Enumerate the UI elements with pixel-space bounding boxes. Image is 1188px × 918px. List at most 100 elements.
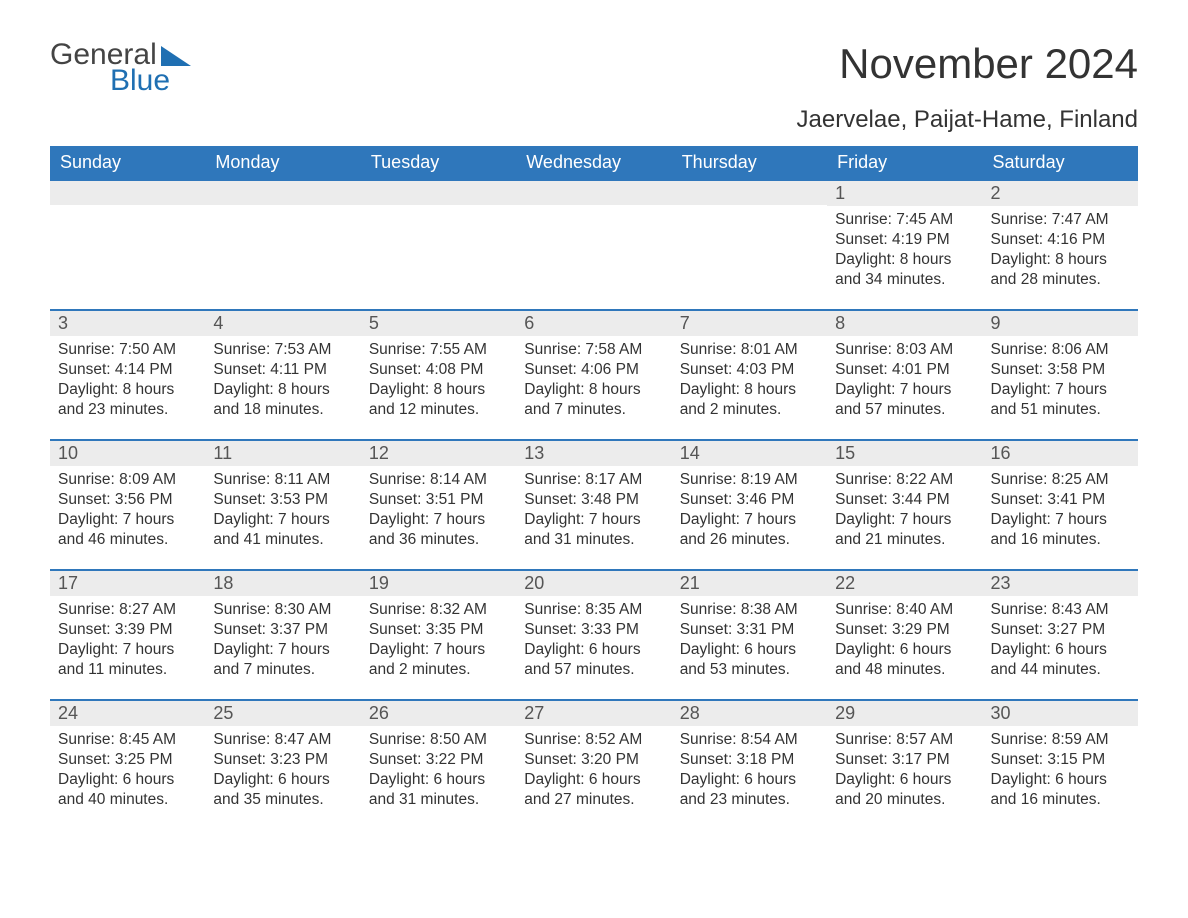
day-number: 14 (672, 441, 827, 466)
day-sr: Sunrise: 8:38 AM (680, 600, 819, 620)
day-number: 4 (205, 311, 360, 336)
day-details: Sunrise: 8:40 AMSunset: 3:29 PMDaylight:… (827, 596, 982, 689)
day-sr: Sunrise: 8:19 AM (680, 470, 819, 490)
day-number (205, 181, 360, 205)
day-cell: 24Sunrise: 8:45 AMSunset: 3:25 PMDayligh… (50, 701, 205, 829)
day-cell: 8Sunrise: 8:03 AMSunset: 4:01 PMDaylight… (827, 311, 982, 439)
day-d1: Daylight: 7 hours (58, 640, 197, 660)
day-cell: 9Sunrise: 8:06 AMSunset: 3:58 PMDaylight… (983, 311, 1138, 439)
day-d2: and 31 minutes. (524, 530, 663, 550)
day-d1: Daylight: 7 hours (991, 510, 1130, 530)
day-ss: Sunset: 3:31 PM (680, 620, 819, 640)
day-ss: Sunset: 3:39 PM (58, 620, 197, 640)
month-title: November 2024 (797, 40, 1139, 88)
day-cell: 17Sunrise: 8:27 AMSunset: 3:39 PMDayligh… (50, 571, 205, 699)
day-d1: Daylight: 7 hours (835, 510, 974, 530)
day-details: Sunrise: 7:47 AMSunset: 4:16 PMDaylight:… (983, 206, 1138, 299)
day-d2: and 21 minutes. (835, 530, 974, 550)
day-number: 2 (983, 181, 1138, 206)
day-sr: Sunrise: 8:50 AM (369, 730, 508, 750)
week-row: 3Sunrise: 7:50 AMSunset: 4:14 PMDaylight… (50, 309, 1138, 439)
day-number: 13 (516, 441, 671, 466)
day-number: 3 (50, 311, 205, 336)
day-sr: Sunrise: 8:06 AM (991, 340, 1130, 360)
day-d1: Daylight: 7 hours (680, 510, 819, 530)
day-sr: Sunrise: 7:55 AM (369, 340, 508, 360)
day-d2: and 7 minutes. (213, 660, 352, 680)
day-details: Sunrise: 8:11 AMSunset: 3:53 PMDaylight:… (205, 466, 360, 559)
day-ss: Sunset: 3:33 PM (524, 620, 663, 640)
day-number: 26 (361, 701, 516, 726)
day-ss: Sunset: 3:29 PM (835, 620, 974, 640)
day-d2: and 26 minutes. (680, 530, 819, 550)
day-d2: and 27 minutes. (524, 790, 663, 810)
day-cell (205, 181, 360, 309)
day-number: 5 (361, 311, 516, 336)
day-d1: Daylight: 6 hours (680, 640, 819, 660)
day-cell: 1Sunrise: 7:45 AMSunset: 4:19 PMDaylight… (827, 181, 982, 309)
day-details: Sunrise: 8:03 AMSunset: 4:01 PMDaylight:… (827, 336, 982, 429)
day-sr: Sunrise: 8:54 AM (680, 730, 819, 750)
day-ss: Sunset: 4:08 PM (369, 360, 508, 380)
day-cell: 21 Sunrise: 8:38 AMSunset: 3:31 PMDayligh… (672, 571, 827, 699)
day-cell: 25Sunrise: 8:47 AMSunset: 3:23 PMDayligh… (205, 701, 360, 829)
day-cell (516, 181, 671, 309)
day-d2: and 51 minutes. (991, 400, 1130, 420)
week-row: 17Sunrise: 8:27 AMSunset: 3:39 PMDayligh… (50, 569, 1138, 699)
day-number: 15 (827, 441, 982, 466)
day-cell: 11Sunrise: 8:11 AMSunset: 3:53 PMDayligh… (205, 441, 360, 569)
weekday-header: Thursday (672, 146, 827, 179)
day-d1: Daylight: 7 hours (369, 640, 508, 660)
day-details: Sunrise: 8:30 AMSunset: 3:37 PMDaylight:… (205, 596, 360, 689)
day-details: Sunrise: 8:27 AMSunset: 3:39 PMDaylight:… (50, 596, 205, 689)
day-d1: Daylight: 6 hours (58, 770, 197, 790)
day-d1: Daylight: 6 hours (680, 770, 819, 790)
day-details: Sunrise: 7:50 AMSunset: 4:14 PMDaylight:… (50, 336, 205, 429)
day-number: 20 (516, 571, 671, 596)
day-sr: Sunrise: 8:03 AM (835, 340, 974, 360)
day-d1: Daylight: 6 hours (369, 770, 508, 790)
day-ss: Sunset: 4:14 PM (58, 360, 197, 380)
day-cell (672, 181, 827, 309)
day-d1: Daylight: 7 hours (991, 380, 1130, 400)
day-cell: 30Sunrise: 8:59 AMSunset: 3:15 PMDayligh… (983, 701, 1138, 829)
day-d1: Daylight: 7 hours (835, 380, 974, 400)
day-cell: 6Sunrise: 7:58 AMSunset: 4:06 PMDaylight… (516, 311, 671, 439)
day-number (516, 181, 671, 205)
location: Jaervelae, Paijat-Hame, Finland (797, 106, 1139, 134)
day-d2: and 11 minutes. (58, 660, 197, 680)
day-number: 10 (50, 441, 205, 466)
header: General Blue November 2024 Jaervelae, Pa… (50, 40, 1138, 134)
day-d1: Daylight: 6 hours (991, 640, 1130, 660)
day-details: Sunrise: 8:17 AMSunset: 3:48 PMDaylight:… (516, 466, 671, 559)
day-number: 21 (672, 571, 827, 596)
day-d2: and 53 minutes. (680, 660, 819, 680)
day-details: Sunrise: 8:22 AMSunset: 3:44 PMDaylight:… (827, 466, 982, 559)
day-d1: Daylight: 7 hours (213, 640, 352, 660)
day-number: 7 (672, 311, 827, 336)
day-number: 17 (50, 571, 205, 596)
day-sr: Sunrise: 8:59 AM (991, 730, 1130, 750)
day-d2: and 2 minutes. (369, 660, 508, 680)
day-ss: Sunset: 3:53 PM (213, 490, 352, 510)
day-ss: Sunset: 3:15 PM (991, 750, 1130, 770)
day-cell: 27Sunrise: 8:52 AMSunset: 3:20 PMDayligh… (516, 701, 671, 829)
day-details: Sunrise: 7:45 AMSunset: 4:19 PMDaylight:… (827, 206, 982, 299)
day-cell: 10Sunrise: 8:09 AMSunset: 3:56 PMDayligh… (50, 441, 205, 569)
week-row: 1Sunrise: 7:45 AMSunset: 4:19 PMDaylight… (50, 179, 1138, 309)
day-d1: Daylight: 6 hours (835, 640, 974, 660)
day-details: Sunrise: 8:19 AMSunset: 3:46 PMDaylight:… (672, 466, 827, 559)
day-cell: 5Sunrise: 7:55 AMSunset: 4:08 PMDaylight… (361, 311, 516, 439)
day-d1: Daylight: 8 hours (991, 250, 1130, 270)
day-details: Sunrise: 8:52 AMSunset: 3:20 PMDaylight:… (516, 726, 671, 819)
day-number: 12 (361, 441, 516, 466)
day-ss: Sunset: 4:19 PM (835, 230, 974, 250)
day-d1: Daylight: 7 hours (213, 510, 352, 530)
weekday-header: Sunday (50, 146, 205, 179)
day-ss: Sunset: 3:51 PM (369, 490, 508, 510)
day-number (361, 181, 516, 205)
day-cell: 13Sunrise: 8:17 AMSunset: 3:48 PMDayligh… (516, 441, 671, 569)
day-sr: Sunrise: 8:43 AM (991, 600, 1130, 620)
day-d1: Daylight: 7 hours (369, 510, 508, 530)
day-d2: and 40 minutes. (58, 790, 197, 810)
